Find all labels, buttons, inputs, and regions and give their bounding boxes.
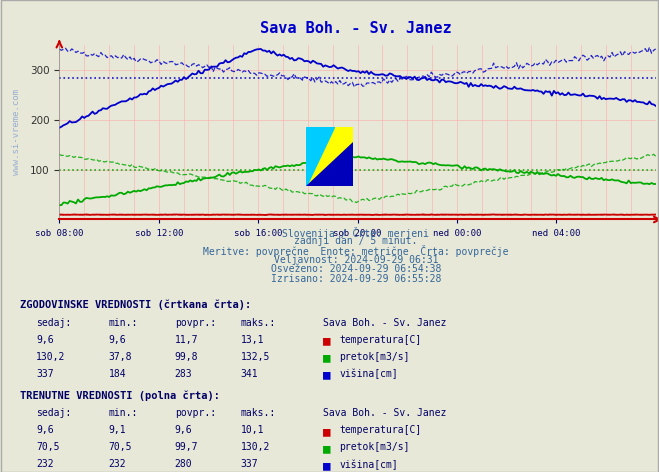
- Text: 9,6: 9,6: [36, 425, 54, 435]
- Text: Slovenija / Črte: merjeni: Slovenija / Črte: merjeni: [283, 227, 429, 238]
- Text: Izrisano: 2024-09-29 06:55:28: Izrisano: 2024-09-29 06:55:28: [271, 274, 441, 284]
- Text: 132,5: 132,5: [241, 352, 270, 362]
- Text: Sava Boh. - Sv. Janez: Sava Boh. - Sv. Janez: [323, 318, 446, 328]
- Text: povpr.:: povpr.:: [175, 408, 215, 418]
- Text: 11,7: 11,7: [175, 335, 198, 345]
- Text: 130,2: 130,2: [36, 352, 66, 362]
- Text: ZGODOVINSKE VREDNOSTI (črtkana črta):: ZGODOVINSKE VREDNOSTI (črtkana črta):: [20, 300, 251, 310]
- Text: 232: 232: [36, 459, 54, 469]
- Text: 232: 232: [109, 459, 127, 469]
- Text: 280: 280: [175, 459, 192, 469]
- Text: 9,1: 9,1: [109, 425, 127, 435]
- Polygon shape: [306, 127, 353, 186]
- Text: ■: ■: [323, 369, 330, 382]
- Text: ■: ■: [323, 335, 330, 348]
- Text: 99,8: 99,8: [175, 352, 198, 362]
- Text: 37,8: 37,8: [109, 352, 132, 362]
- Text: ■: ■: [323, 442, 330, 455]
- Text: 283: 283: [175, 369, 192, 379]
- Text: sedaj:: sedaj:: [36, 408, 71, 418]
- Text: 184: 184: [109, 369, 127, 379]
- Text: pretok[m3/s]: pretok[m3/s]: [339, 442, 410, 452]
- Polygon shape: [306, 142, 353, 186]
- Text: zadnji dan / 5 minut.: zadnji dan / 5 minut.: [294, 236, 418, 246]
- Polygon shape: [306, 127, 334, 186]
- Text: TRENUTNE VREDNOSTI (polna črta):: TRENUTNE VREDNOSTI (polna črta):: [20, 390, 219, 401]
- Text: pretok[m3/s]: pretok[m3/s]: [339, 352, 410, 362]
- Text: ■: ■: [323, 459, 330, 472]
- Text: višina[cm]: višina[cm]: [339, 369, 398, 379]
- Text: 13,1: 13,1: [241, 335, 264, 345]
- Text: Osveženo: 2024-09-29 06:54:38: Osveženo: 2024-09-29 06:54:38: [271, 264, 441, 274]
- Text: maks.:: maks.:: [241, 408, 275, 418]
- Text: 130,2: 130,2: [241, 442, 270, 452]
- Text: 70,5: 70,5: [36, 442, 60, 452]
- Text: 341: 341: [241, 369, 258, 379]
- Text: min.:: min.:: [109, 318, 138, 328]
- Text: Sava Boh. - Sv. Janez: Sava Boh. - Sv. Janez: [323, 408, 446, 418]
- Text: maks.:: maks.:: [241, 318, 275, 328]
- Text: www.si-vreme.com: www.si-vreme.com: [12, 89, 21, 175]
- Text: Veljavnost: 2024-09-29 06:31: Veljavnost: 2024-09-29 06:31: [273, 255, 438, 265]
- Text: Sava Boh. - Sv. Janez: Sava Boh. - Sv. Janez: [260, 21, 451, 36]
- Text: 99,7: 99,7: [175, 442, 198, 452]
- Text: min.:: min.:: [109, 408, 138, 418]
- Text: 70,5: 70,5: [109, 442, 132, 452]
- Text: 9,6: 9,6: [175, 425, 192, 435]
- Text: Meritve: povprečne  Enote: metrične  Črta: povprečje: Meritve: povprečne Enote: metrične Črta:…: [203, 245, 509, 257]
- Text: temperatura[C]: temperatura[C]: [339, 425, 422, 435]
- Text: 9,6: 9,6: [36, 335, 54, 345]
- Text: sedaj:: sedaj:: [36, 318, 71, 328]
- Text: ■: ■: [323, 425, 330, 438]
- Text: 10,1: 10,1: [241, 425, 264, 435]
- Text: 337: 337: [241, 459, 258, 469]
- Text: 9,6: 9,6: [109, 335, 127, 345]
- Text: temperatura[C]: temperatura[C]: [339, 335, 422, 345]
- Text: 337: 337: [36, 369, 54, 379]
- Text: povpr.:: povpr.:: [175, 318, 215, 328]
- Text: ■: ■: [323, 352, 330, 365]
- Text: višina[cm]: višina[cm]: [339, 459, 398, 470]
